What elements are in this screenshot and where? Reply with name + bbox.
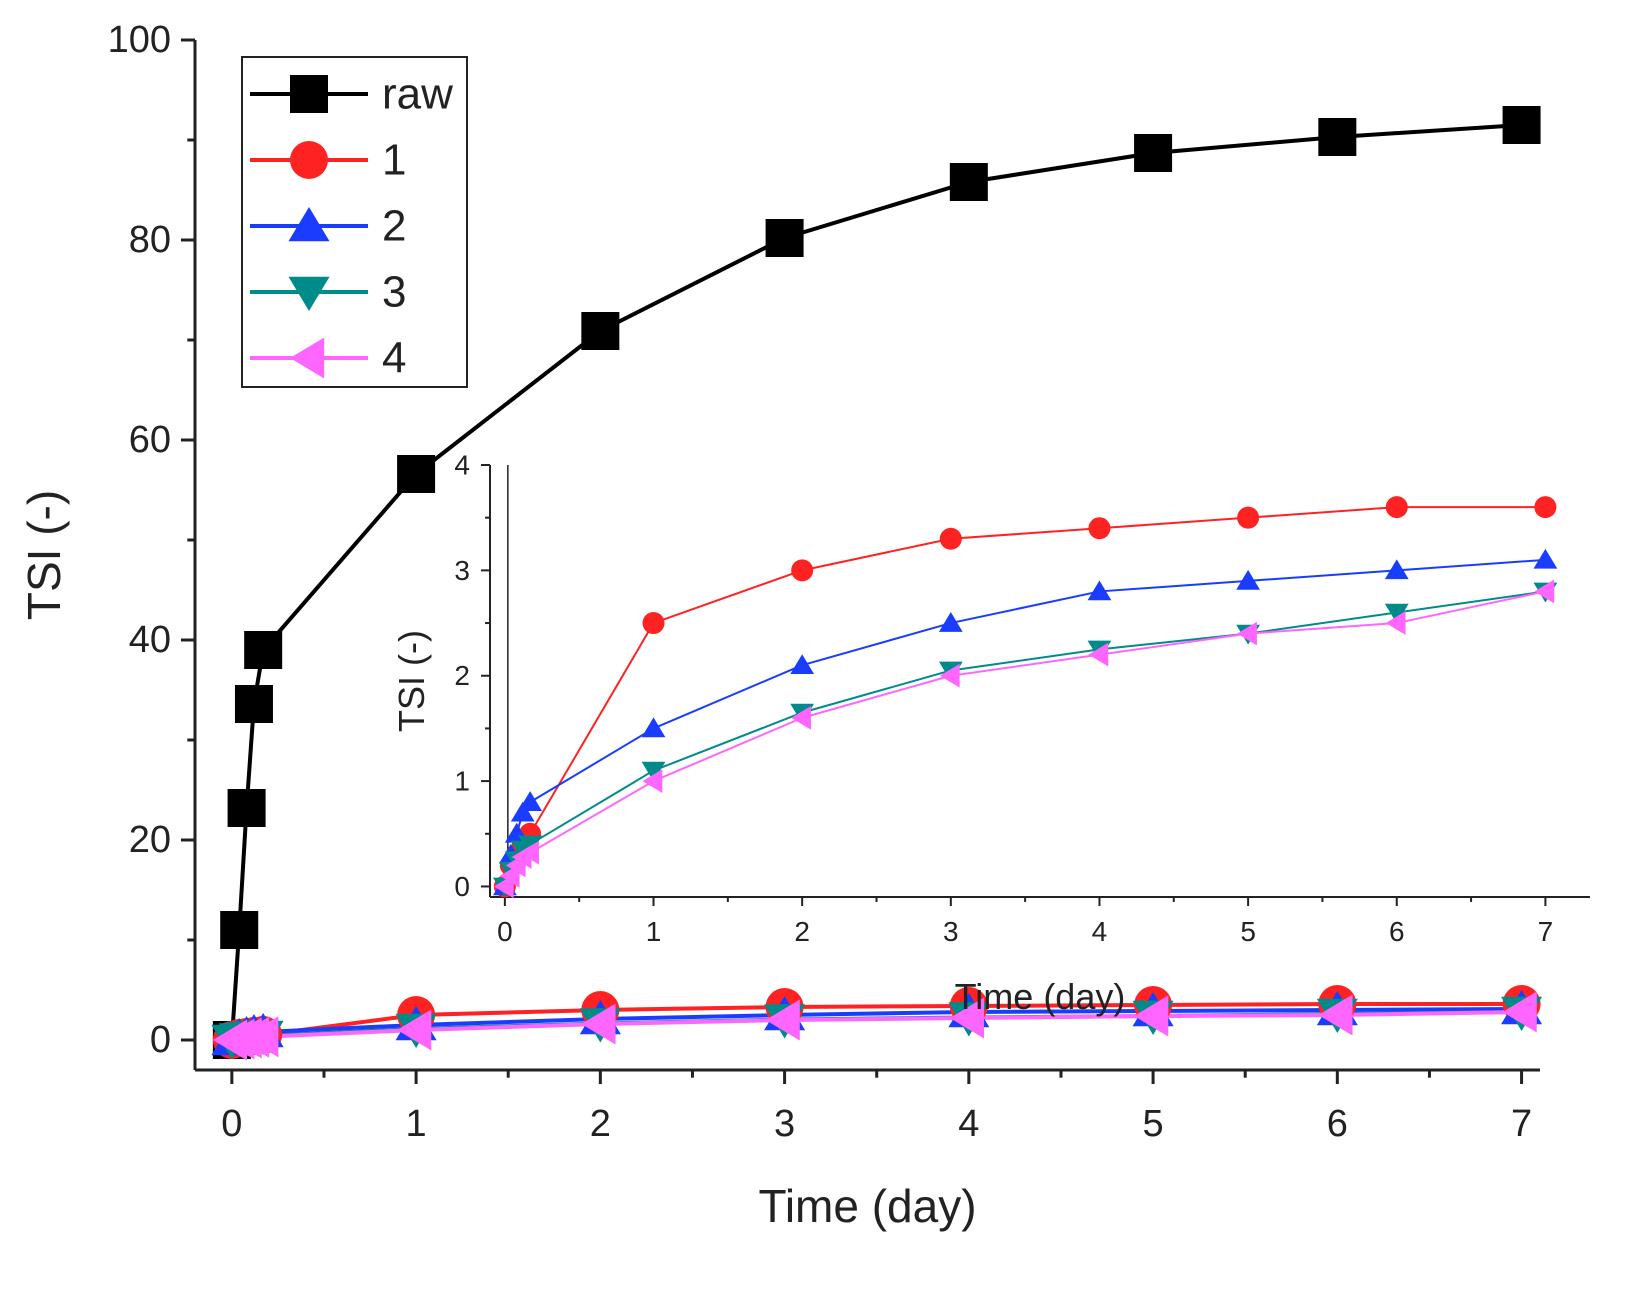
main-series-raw-point [581, 312, 620, 350]
main-x-tick-label: 7 [1511, 1103, 1532, 1145]
inset-series-1-point [939, 527, 962, 550]
legend-label-raw: raw [382, 70, 453, 119]
inset-series-1-point [1534, 496, 1557, 519]
main-x-tick-label: 5 [1143, 1103, 1164, 1145]
inset-series-1-point [642, 612, 665, 635]
main-x-tick-label: 0 [221, 1103, 242, 1145]
inset-series-1-point [1385, 496, 1408, 519]
inset-y-tick-label: 1 [454, 766, 470, 797]
main-series-4-point [949, 997, 985, 1039]
inset-x-tick-label: 5 [1240, 916, 1256, 947]
legend-box [241, 56, 468, 388]
main-series-raw-point [234, 685, 273, 723]
inset-series-2-point [641, 717, 666, 738]
legend: raw 1 2 3 4 [241, 56, 468, 388]
main-series-4-point [1134, 995, 1169, 1037]
inset-series-1-line [503, 506, 1546, 887]
inset-series-4-point [939, 663, 960, 688]
legend-label-3: 3 [382, 268, 406, 317]
inset-series-2-point [1384, 559, 1409, 580]
main-x-tick-label: 3 [774, 1103, 795, 1145]
inset-series-1-point [1088, 517, 1111, 540]
inset-series-4-point [519, 840, 539, 865]
main-y-tick-label: 60 [129, 419, 171, 461]
main-series-4-point [397, 1009, 432, 1051]
inset-series-3-point [1384, 603, 1409, 624]
inset-x-tick-label: 1 [646, 916, 662, 947]
legend-label-1: 1 [382, 136, 406, 185]
inset-x-tick-label: 4 [1092, 916, 1108, 947]
main-y-tick-label: 20 [129, 819, 171, 861]
main-series-4-point [581, 1003, 616, 1045]
main-series-raw-point [220, 911, 259, 949]
main-y-tick-label: 40 [129, 619, 171, 661]
inset-x-axis-label: Time (day) [955, 976, 1126, 1017]
main-x-tick-label: 4 [958, 1103, 979, 1145]
main-series-raw-point [1502, 106, 1541, 144]
inset-y-tick-label: 0 [454, 871, 470, 902]
inset-y-tick-label: 2 [454, 660, 470, 691]
legend-marker-1 [290, 141, 328, 179]
main-series-raw-line [229, 123, 1522, 1041]
main-series-4-point [1502, 991, 1537, 1033]
main-series-4-point [244, 1016, 279, 1058]
main-series-raw-point [1134, 134, 1173, 172]
inset-series-4-point [1088, 642, 1109, 667]
inset-series-4-point [1385, 611, 1406, 635]
inset-series-2-point [790, 654, 815, 674]
inset-x-tick-label: 7 [1538, 916, 1554, 947]
legend-label-4: 4 [382, 334, 406, 383]
inset-series-4-point [1534, 579, 1555, 604]
inset-series-2-point [1236, 569, 1260, 590]
inset-x-tick-label: 3 [943, 916, 959, 947]
main-series-4-point [765, 999, 800, 1041]
inset-series-3-point [641, 761, 666, 782]
inset-series-4-point [1237, 621, 1257, 646]
legend-marker-3 [288, 276, 330, 311]
legend-label-2: 2 [382, 202, 406, 251]
main-series-raw-point [765, 219, 804, 257]
main-x-tick-label: 1 [406, 1103, 427, 1145]
legend-marker-2 [288, 207, 330, 242]
inset-plot: 0 1 2 3 4 5 6 7 0 1 2 3 4 Time (day) TSI (-) [391, 450, 1590, 1017]
legend-marker-raw [290, 75, 328, 113]
main-series-raw-point [949, 163, 988, 201]
inset-series-2-point [510, 801, 535, 822]
main-x-axis-label: Time (day) [758, 1180, 976, 1232]
inset-series-3-line [503, 590, 1546, 887]
main-series-raw-point [1318, 118, 1357, 156]
main-series-4-point [1318, 994, 1353, 1036]
legend-marker-4 [290, 337, 325, 379]
inset-x-tick-label: 0 [497, 916, 513, 947]
main-x-tick-label: 6 [1327, 1103, 1348, 1145]
inset-series-2-point [518, 791, 543, 811]
inset-x-tick-label: 2 [794, 916, 810, 947]
main-x-tick-label: 2 [590, 1103, 611, 1145]
inset-y-tick-label: 4 [454, 450, 470, 481]
main-series-raw-point [397, 455, 436, 493]
main-y-axis-label: TSI (-) [18, 490, 70, 620]
inset-series-4-point [642, 769, 663, 793]
inset-series-2-point [938, 612, 963, 632]
inset-x-tick-label: 6 [1389, 916, 1405, 947]
inset-series-4-line [503, 590, 1546, 887]
inset-series-1-point [1237, 506, 1260, 529]
inset-series-2-point [1087, 580, 1112, 601]
inset-y-axis-label: TSI (-) [391, 630, 432, 732]
main-y-tick-label: 100 [108, 19, 171, 61]
main-series-raw-point [227, 789, 266, 827]
inset-series-2-point [1533, 548, 1558, 569]
inset-series-1-point [791, 559, 814, 582]
main-y-tick-label: 0 [150, 1019, 171, 1061]
main-y-tick-label: 80 [129, 219, 171, 261]
main-series-raw-point [244, 631, 283, 669]
inset-series-3-point [518, 835, 543, 856]
inset-series-4-point [791, 705, 811, 730]
inset-y-tick-label: 3 [454, 555, 470, 586]
